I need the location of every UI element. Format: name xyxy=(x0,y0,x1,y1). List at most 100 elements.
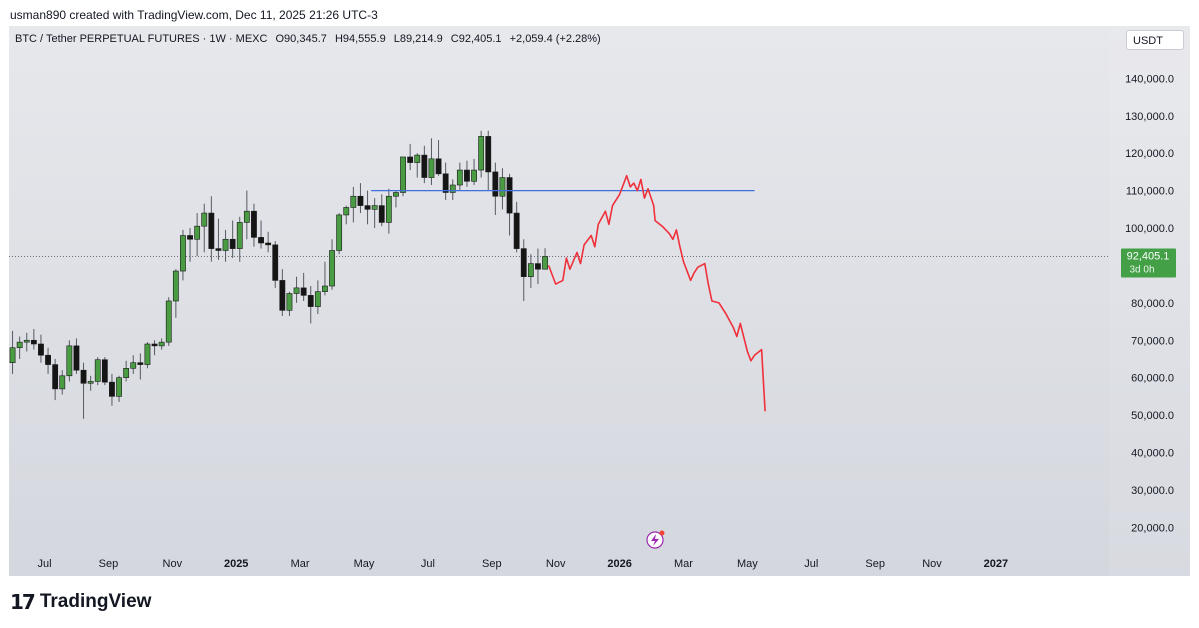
candle-down[interactable] xyxy=(52,364,59,390)
candle-up[interactable] xyxy=(94,359,101,382)
candle-up[interactable] xyxy=(123,368,130,378)
candle-up[interactable] xyxy=(343,207,350,216)
candle-down[interactable] xyxy=(265,242,272,246)
candle-down[interactable] xyxy=(364,205,371,210)
y-tick-label: 120,000.0 xyxy=(1125,148,1174,160)
candle-up[interactable] xyxy=(158,341,165,347)
candle-up[interactable] xyxy=(456,169,463,186)
candle-up[interactable] xyxy=(414,154,421,163)
x-tick-label: Sep xyxy=(865,558,885,570)
candle-down[interactable] xyxy=(215,248,222,251)
notification-dot-icon xyxy=(659,530,665,536)
candle-up[interactable] xyxy=(172,270,179,302)
tradingview-logo-icon: 17 xyxy=(10,590,36,614)
candle-down[interactable] xyxy=(258,237,264,244)
candle-up[interactable] xyxy=(16,341,23,349)
candle-up[interactable] xyxy=(371,205,378,210)
y-tick-label: 30,000.0 xyxy=(1131,485,1174,497)
candle-up[interactable] xyxy=(180,235,186,272)
candle-up[interactable] xyxy=(194,225,201,240)
candle-up[interactable] xyxy=(130,362,137,369)
x-tick-label: Sep xyxy=(99,558,119,570)
ohlc-close: C92,405.1 xyxy=(450,33,502,45)
candle-down[interactable] xyxy=(208,212,215,249)
candle-up[interactable] xyxy=(336,214,343,251)
candle-up[interactable] xyxy=(23,339,30,343)
candle-up[interactable] xyxy=(66,345,73,377)
lightning-bolt-icon xyxy=(651,534,659,546)
candle-down[interactable] xyxy=(407,156,414,163)
y-tick-label: 60,000.0 xyxy=(1131,373,1174,385)
x-tick-label: Jul xyxy=(421,558,435,570)
candle-up[interactable] xyxy=(293,287,300,294)
candle-down[interactable] xyxy=(109,381,115,397)
candle-up[interactable] xyxy=(59,375,66,390)
candle-up[interactable] xyxy=(314,291,321,307)
candle-down[interactable] xyxy=(421,154,428,178)
price-change: +2,059.4 (+2.28%) xyxy=(509,33,601,45)
candle-down[interactable] xyxy=(151,343,158,347)
candle-down[interactable] xyxy=(492,171,499,197)
candle-down[interactable] xyxy=(187,235,193,240)
candle-up[interactable] xyxy=(144,343,151,365)
candle-down[interactable] xyxy=(101,359,108,383)
chart-area[interactable]: 20,000.0 30,000.0 40,000.0 50,000.0 60,000.0… xyxy=(9,26,1190,576)
candle-down[interactable] xyxy=(442,173,449,193)
tradingview-brand[interactable]: 17 TradingView xyxy=(10,590,151,614)
candle-down[interactable] xyxy=(435,158,442,175)
candle-up[interactable] xyxy=(350,195,357,208)
candle-up[interactable] xyxy=(385,195,392,223)
candle-down[interactable] xyxy=(73,345,80,371)
candle-down[interactable] xyxy=(520,248,527,277)
candle-up[interactable] xyxy=(165,300,172,343)
candle-down[interactable] xyxy=(513,212,520,249)
candle-up[interactable] xyxy=(527,263,534,277)
candle-up[interactable] xyxy=(243,210,250,223)
candle-down[interactable] xyxy=(464,169,470,182)
y-tick-label: 110,000.0 xyxy=(1126,186,1174,198)
x-tick-label: May xyxy=(737,558,758,570)
candle-up[interactable] xyxy=(428,158,435,178)
candle-down[interactable] xyxy=(300,287,307,296)
candle-down[interactable] xyxy=(279,280,286,311)
candle-down[interactable] xyxy=(38,343,44,356)
candle-down[interactable] xyxy=(485,136,492,173)
candle-up[interactable] xyxy=(499,177,506,197)
candle-up[interactable] xyxy=(393,192,399,197)
price-axis[interactable] xyxy=(1109,26,1190,576)
candle-up[interactable] xyxy=(222,238,229,251)
candle-down[interactable] xyxy=(357,195,364,206)
candle-up[interactable] xyxy=(400,156,406,193)
candle-up[interactable] xyxy=(329,250,335,287)
projection-drawing[interactable] xyxy=(547,174,766,412)
candle-up[interactable] xyxy=(87,381,94,384)
candle-up[interactable] xyxy=(449,184,456,193)
candle-down[interactable] xyxy=(535,263,541,270)
candle-down[interactable] xyxy=(45,354,51,365)
candle-down[interactable] xyxy=(251,210,257,238)
candle-up[interactable] xyxy=(236,222,243,249)
candle-down[interactable] xyxy=(30,339,37,345)
candle-down[interactable] xyxy=(229,238,236,249)
candle-down[interactable] xyxy=(137,362,144,365)
candle-up[interactable] xyxy=(201,212,208,227)
candle-down[interactable] xyxy=(378,205,385,223)
candle-down[interactable] xyxy=(506,177,513,214)
chart-caption: usman890 created with TradingView.com, D… xyxy=(10,8,378,22)
currency-button[interactable]: USDT xyxy=(1126,30,1184,50)
candle-up[interactable] xyxy=(286,293,293,311)
x-tick-label: Mar xyxy=(291,558,310,570)
candle-up[interactable] xyxy=(322,285,328,292)
candle-down[interactable] xyxy=(272,244,279,281)
x-tick-label: Nov xyxy=(546,558,566,570)
ohlc-open: O90,345.7 xyxy=(275,33,327,45)
candle-up[interactable] xyxy=(542,256,548,270)
candle-up[interactable] xyxy=(471,169,477,182)
candle-down[interactable] xyxy=(80,369,87,384)
candle-up[interactable] xyxy=(9,347,16,364)
price-chart[interactable]: 20,000.0 30,000.0 40,000.0 50,000.0 60,000.0… xyxy=(9,26,1190,576)
candle-up[interactable] xyxy=(478,136,485,171)
candle-down[interactable] xyxy=(307,295,314,307)
x-tick-label: Nov xyxy=(922,558,942,570)
candle-up[interactable] xyxy=(116,377,122,397)
